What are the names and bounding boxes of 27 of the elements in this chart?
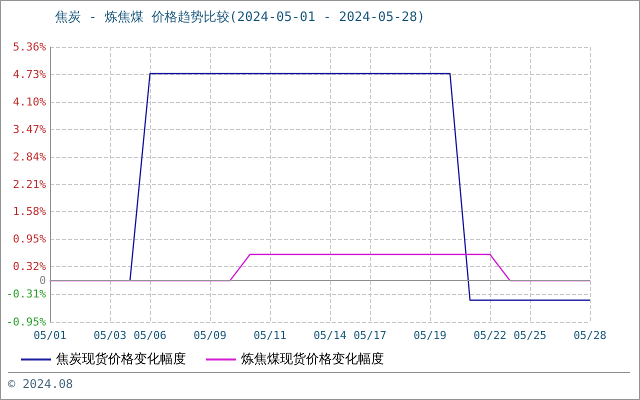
y-tick-label: -0.95%: [6, 316, 46, 328]
y-tick-label: 0.32%: [12, 260, 46, 274]
x-tick-label: 05/28: [573, 329, 607, 342]
x-tick-label: 05/11: [253, 329, 287, 342]
y-tick-label: -0.31%: [6, 288, 46, 301]
y-tick-label: 4.10%: [12, 95, 46, 108]
y-tick-label: 1.58%: [12, 205, 46, 218]
y-tick-label: 0.95%: [12, 232, 46, 246]
y-tick-label: 4.73%: [12, 68, 46, 81]
x-tick-label: 05/14: [313, 329, 347, 342]
x-tick-label: 05/03: [93, 329, 127, 342]
legend-label: 焦炭现货价格变化幅度: [56, 351, 186, 367]
x-tick-label: 05/17: [353, 329, 387, 342]
chart-title: 焦炭 - 炼焦煤 价格趋势比较(2024-05-01 - 2024-05-28): [55, 10, 425, 25]
x-tick-label: 05/09: [193, 329, 227, 342]
x-tick-label: 05/06: [133, 329, 167, 342]
x-tick-label: 05/25: [513, 329, 547, 342]
y-tick-label: 2.84%: [12, 150, 46, 164]
y-tick-label: 5.36%: [12, 40, 46, 54]
y-tick-label: 3.47%: [12, 122, 46, 136]
x-tick-label: 05/01: [33, 329, 67, 342]
y-tick-label: 2.21%: [12, 178, 46, 191]
legend-label: 炼焦煤现货价格变化幅度: [241, 351, 384, 367]
y-tick-label: 0: [39, 274, 46, 288]
text: © 2024.08: [8, 377, 74, 391]
x-tick-label: 05/22: [473, 329, 507, 342]
x-tick-label: 05/19: [413, 329, 447, 342]
